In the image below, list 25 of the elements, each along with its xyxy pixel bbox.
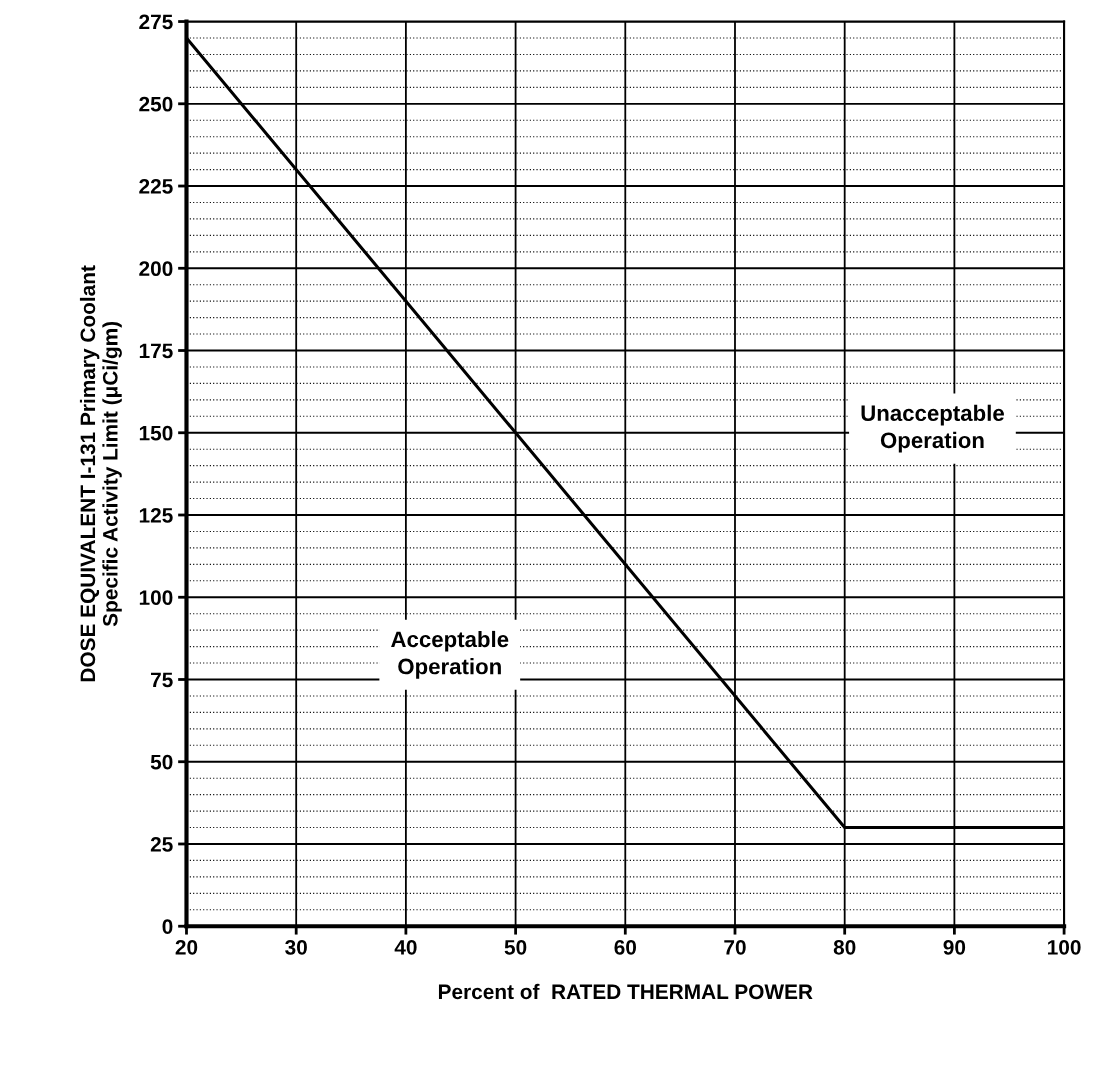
x-tick-label: 60 — [614, 939, 637, 955]
x-axis-title: Percent of RATED THERMAL POWER — [438, 983, 813, 1000]
y-tick-label: 200 — [139, 261, 173, 277]
x-tick-label: 80 — [833, 939, 856, 955]
y-tick-label: 150 — [139, 425, 173, 441]
y-axis-title: DOSE EQUIVALENT I-131 Primary Coolant Specific Activity Limit (μCi/gm) — [79, 265, 122, 682]
y-tick-label: 0 — [162, 919, 173, 934]
x-tick-label: 50 — [504, 939, 527, 955]
x-tick-label: 100 — [1048, 939, 1081, 955]
y-tick-label: 125 — [139, 508, 173, 523]
y-tick-label: 250 — [139, 96, 173, 112]
y-tick-label: 175 — [139, 343, 173, 359]
y-tick-label: 100 — [139, 590, 173, 605]
x-tick-label: 40 — [394, 939, 417, 955]
y-tick-label: 50 — [150, 754, 173, 770]
x-tick-label: 70 — [724, 939, 746, 955]
y-tick-label: 225 — [139, 179, 173, 194]
x-tick-label: 20 — [175, 939, 198, 955]
y-tick-label: 275 — [139, 14, 173, 30]
annotation: Unacceptable Operation — [861, 404, 1004, 453]
x-tick-label: 90 — [943, 939, 966, 955]
y-tick-label: 25 — [150, 836, 173, 852]
x-tick-label: 30 — [285, 939, 307, 955]
annotation: Acceptable Operation — [391, 630, 509, 679]
y-tick-label: 75 — [151, 672, 173, 688]
